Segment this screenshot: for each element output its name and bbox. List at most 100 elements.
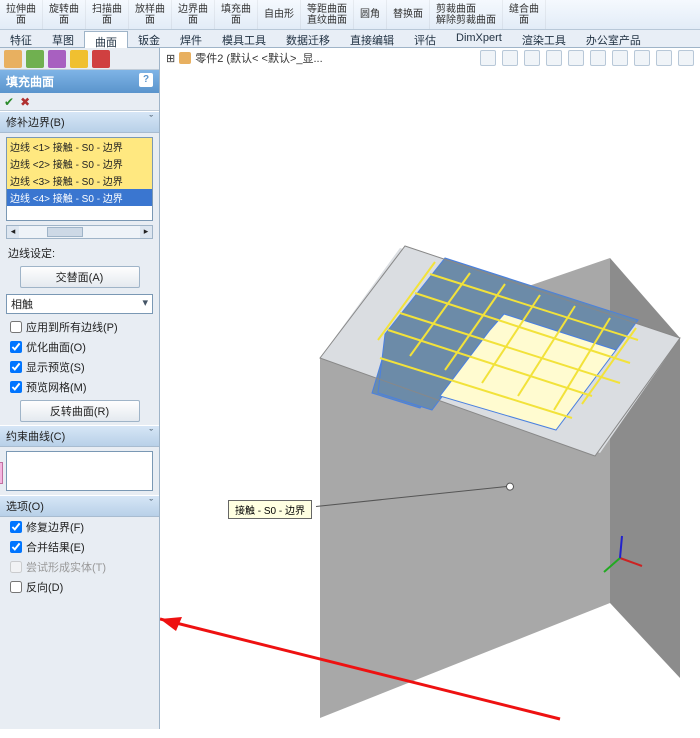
curvature-select[interactable]: 相触 ▾: [6, 294, 153, 314]
scroll-right-icon[interactable]: ▸: [140, 226, 152, 238]
ribbon-loft[interactable]: 放样曲面: [129, 0, 172, 29]
list-hscroll[interactable]: ◂ ▸: [6, 225, 153, 239]
tab-dimxpert[interactable]: DimXpert: [446, 30, 512, 47]
edge-tooltip: 接触 - S0 - 边界: [228, 500, 312, 519]
constraint-curves-list[interactable]: [6, 451, 153, 491]
collapse-icon[interactable]: ˇ: [149, 428, 153, 444]
tab-evaluate[interactable]: 评估: [404, 30, 446, 47]
edge-setting-label: 边线设定:: [0, 243, 159, 263]
pm-tab-icon[interactable]: [48, 50, 66, 68]
tab-direct[interactable]: 直接编辑: [340, 30, 404, 47]
ribbon-knit[interactable]: 缝合曲面: [503, 0, 546, 29]
zoom-fit-icon[interactable]: [480, 50, 496, 66]
section-icon[interactable]: [546, 50, 562, 66]
ribbon-boundary[interactable]: 边界曲面: [172, 0, 215, 29]
group-options-header[interactable]: 选项(O) ˇ: [0, 495, 159, 517]
collapse-icon[interactable]: ˇ: [149, 498, 153, 514]
ok-icon[interactable]: ✔: [4, 95, 14, 108]
ribbon: 拉伸曲面 旋转曲面 扫描曲面 放样曲面 边界曲面 填充曲面 自由形 等距曲面直纹…: [0, 0, 700, 30]
fix-boundary-check[interactable]: 修复边界(F): [0, 517, 159, 537]
select-value: 相触: [11, 296, 33, 312]
part-name: 零件2 (默认< <默认>_显...: [195, 50, 322, 66]
reverse-dir-check[interactable]: 反向(D): [0, 577, 159, 597]
view-orient-icon[interactable]: [568, 50, 584, 66]
ribbon-freeform[interactable]: 自由形: [258, 0, 301, 29]
chevron-down-icon: ▾: [142, 296, 148, 312]
pm-tab-icon[interactable]: [70, 50, 88, 68]
pm-confirm-row: ✔ ✖: [0, 93, 159, 111]
ribbon-trim[interactable]: 剪裁曲面解除剪裁曲面: [430, 0, 503, 29]
optimize-surface-check[interactable]: 优化曲面(O): [0, 337, 159, 357]
list-item[interactable]: 边线 <2> 接触 - S0 - 边界: [7, 155, 152, 172]
pm-title-bar: 填充曲面 ?: [0, 70, 159, 93]
list-item[interactable]: 边线 <1> 接触 - S0 - 边界: [7, 138, 152, 155]
ribbon-sweep[interactable]: 扫描曲面: [86, 0, 129, 29]
tab-surface[interactable]: 曲面: [84, 31, 128, 48]
zoom-area-icon[interactable]: [502, 50, 518, 66]
pm-title: 填充曲面: [6, 73, 54, 90]
checkbox[interactable]: [10, 341, 22, 353]
checkbox[interactable]: [10, 521, 22, 533]
list-item[interactable]: 边线 <3> 接触 - S0 - 边界: [7, 172, 152, 189]
tab-render[interactable]: 渲染工具: [512, 30, 576, 47]
checkbox[interactable]: [10, 321, 22, 333]
checkbox[interactable]: [10, 361, 22, 373]
display-style-icon[interactable]: [590, 50, 606, 66]
cancel-icon[interactable]: ✖: [20, 95, 30, 108]
checkbox[interactable]: [10, 541, 22, 553]
prev-view-icon[interactable]: [524, 50, 540, 66]
ribbon-offset[interactable]: 等距曲面直纹曲面: [301, 0, 354, 29]
ribbon-label: 拉伸曲: [6, 4, 36, 15]
group-title: 修补边界(B): [6, 114, 65, 130]
ribbon-fillet[interactable]: 圆角: [354, 0, 387, 29]
property-manager: 填充曲面 ? ✔ ✖ 修补边界(B) ˇ 边线 <1> 接触 - S0 - 边界…: [0, 48, 160, 729]
scroll-thumb[interactable]: [47, 227, 83, 237]
scene-3d[interactable]: 接触 - S0 - 边界: [160, 78, 700, 729]
ribbon-fill[interactable]: 填充曲面: [215, 0, 258, 29]
group-title: 约束曲线(C): [6, 428, 65, 444]
collapse-icon[interactable]: ˇ: [149, 114, 153, 130]
scroll-left-icon[interactable]: ◂: [7, 226, 19, 238]
tab-feature[interactable]: 特征: [0, 30, 42, 47]
list-item[interactable]: 边线 <4> 接触 - S0 - 边界: [7, 189, 152, 206]
alternate-face-button[interactable]: 交替面(A): [20, 266, 140, 288]
pm-tab-icon[interactable]: [92, 50, 110, 68]
command-tabs: 特征 草图 曲面 钣金 焊件 模具工具 数据迁移 直接编辑 评估 DimXper…: [0, 30, 700, 48]
patch-boundary-list[interactable]: 边线 <1> 接触 - S0 - 边界 边线 <2> 接触 - S0 - 边界 …: [6, 137, 153, 221]
tab-sketch[interactable]: 草图: [42, 30, 84, 47]
breadcrumb[interactable]: ⊞ 零件2 (默认< <默认>_显...: [166, 50, 323, 66]
checkbox[interactable]: [10, 581, 22, 593]
graphics-viewport[interactable]: ⊞ 零件2 (默认< <默认>_显...: [160, 48, 700, 729]
tab-sheetmetal[interactable]: 钣金: [128, 30, 170, 47]
ribbon-extrude[interactable]: 拉伸曲面: [0, 0, 43, 29]
group-patch-header[interactable]: 修补边界(B) ˇ: [0, 111, 159, 133]
view-toolbar: [480, 50, 694, 66]
ribbon-revolve[interactable]: 旋转曲面: [43, 0, 86, 29]
create-solid-check: 尝试形成实体(T): [0, 557, 159, 577]
appearance-icon[interactable]: [634, 50, 650, 66]
tab-office[interactable]: 办公室产品: [576, 30, 651, 47]
apply-all-edges-check[interactable]: 应用到所有边线(P): [0, 317, 159, 337]
pm-tab-icon[interactable]: [4, 50, 22, 68]
panel-tab-icons: [0, 48, 159, 70]
part-icon: [179, 52, 191, 64]
view-settings-icon[interactable]: [678, 50, 694, 66]
group-title: 选项(O): [6, 498, 44, 514]
checkbox[interactable]: [10, 381, 22, 393]
show-preview-check[interactable]: 显示预览(S): [0, 357, 159, 377]
tab-data[interactable]: 数据迁移: [276, 30, 340, 47]
hide-show-icon[interactable]: [612, 50, 628, 66]
group-constraint-header[interactable]: 约束曲线(C) ˇ: [0, 425, 159, 447]
expand-icon[interactable]: ⊞: [166, 52, 175, 65]
merge-result-check[interactable]: 合并结果(E): [0, 537, 159, 557]
annotation-arrow: [160, 589, 580, 729]
tab-mold[interactable]: 模具工具: [212, 30, 276, 47]
pm-tab-icon[interactable]: [26, 50, 44, 68]
reverse-surface-button[interactable]: 反转曲面(R): [20, 400, 140, 422]
tab-weld[interactable]: 焊件: [170, 30, 212, 47]
scene-icon[interactable]: [656, 50, 672, 66]
preview-mesh-check[interactable]: 预览网格(M): [0, 377, 159, 397]
help-icon[interactable]: ?: [139, 73, 153, 87]
ribbon-replace[interactable]: 替换面: [387, 0, 430, 29]
checkbox: [10, 561, 22, 573]
